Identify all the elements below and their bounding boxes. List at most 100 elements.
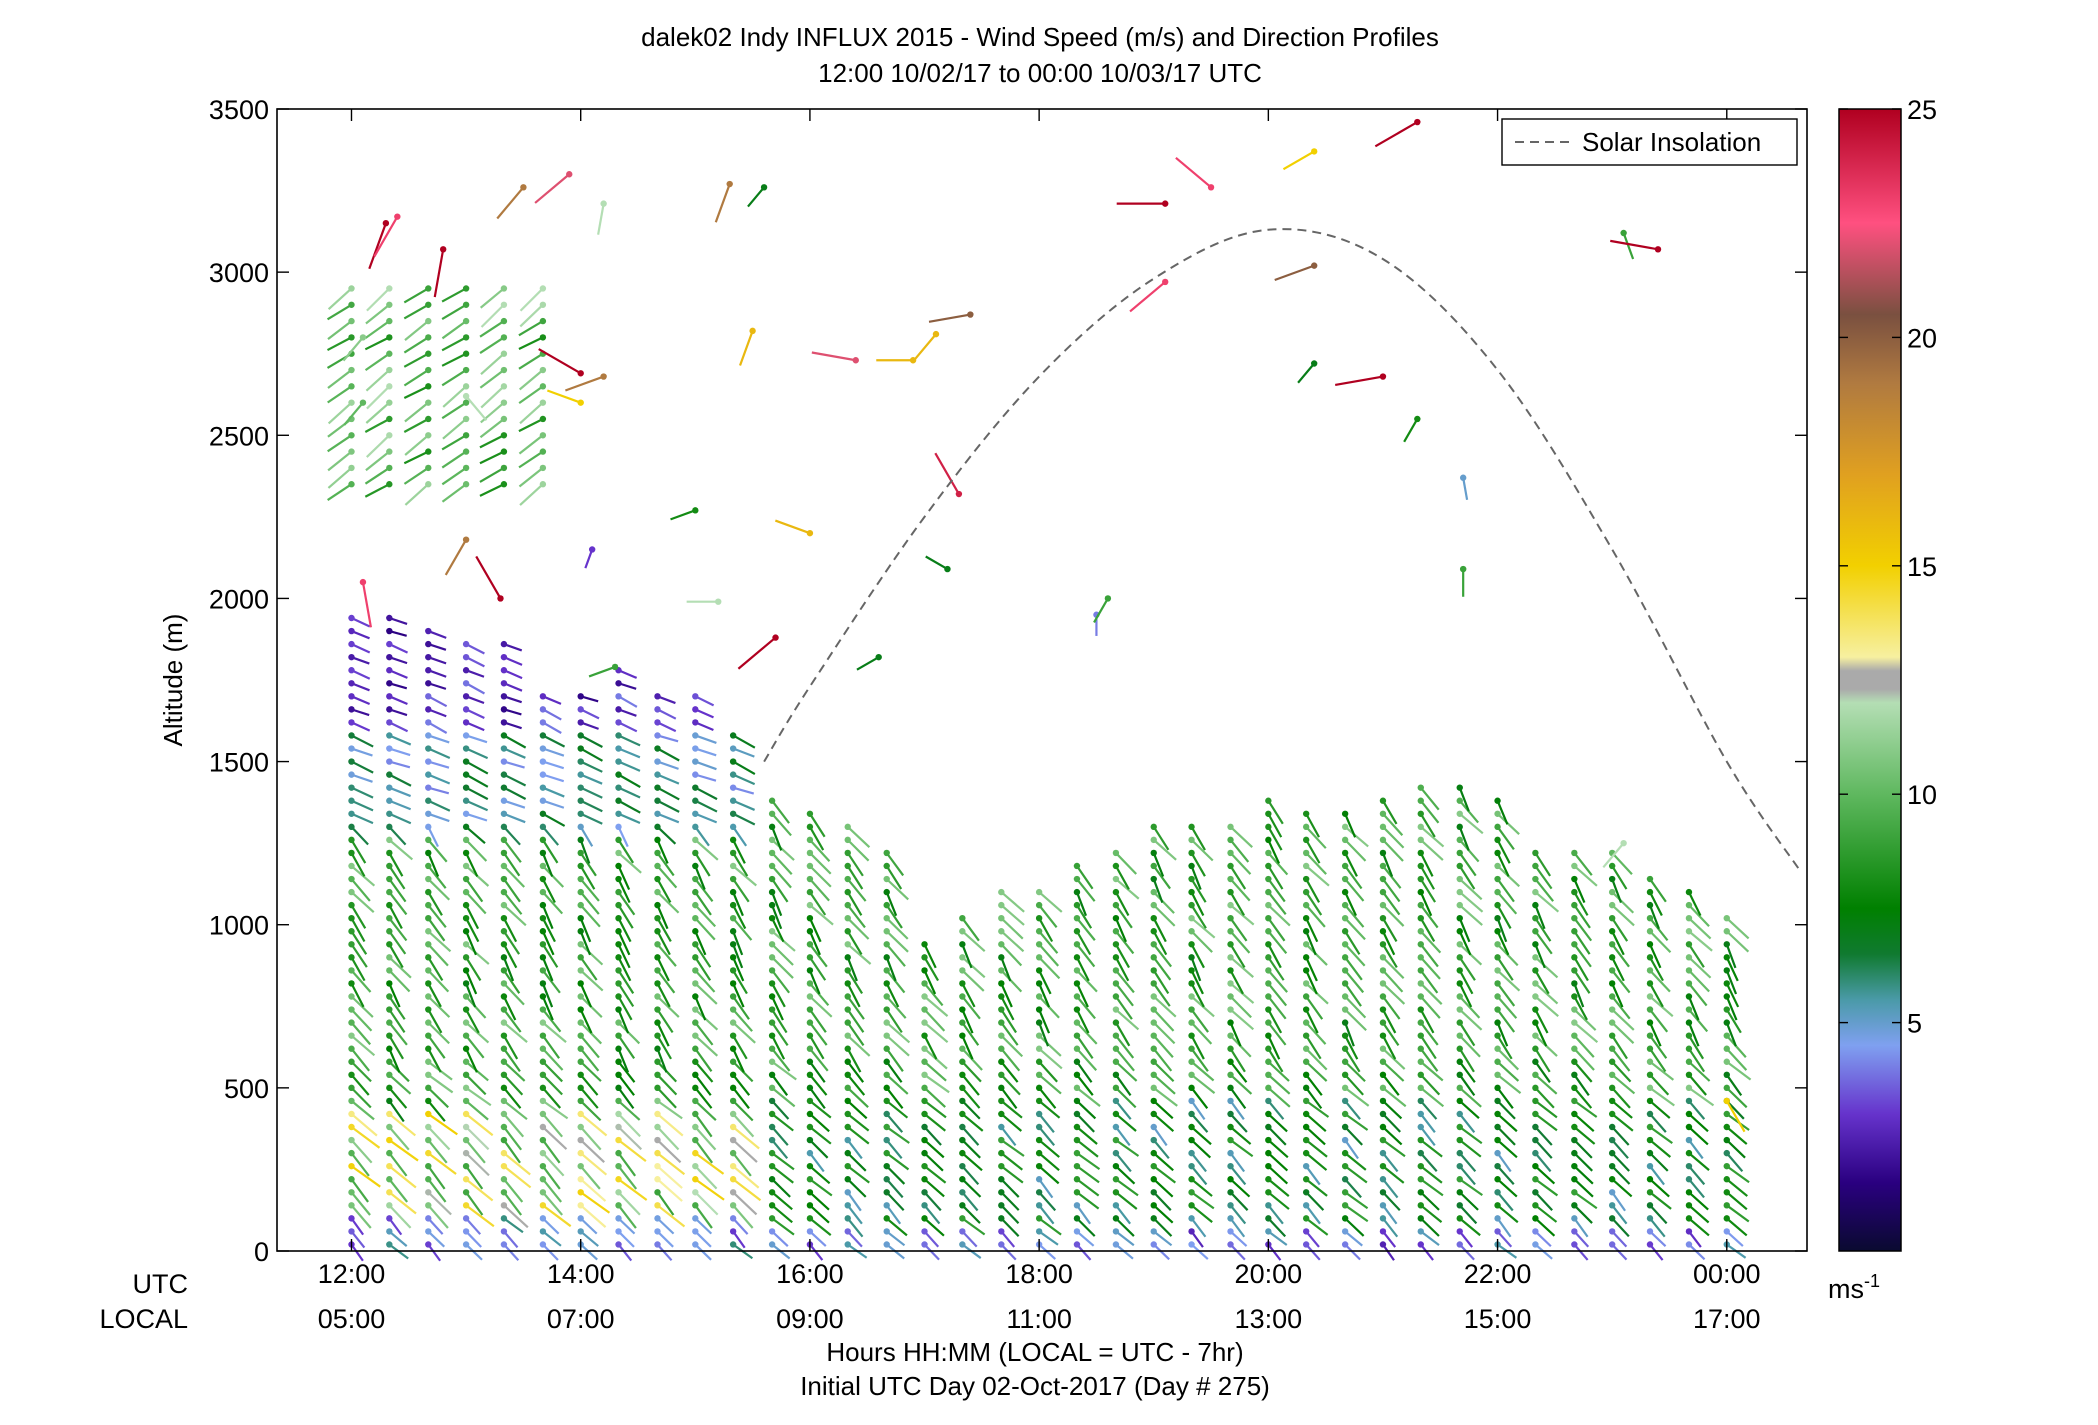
- wind-barb-dot: [921, 941, 928, 948]
- wind-barb-dot: [1341, 1136, 1349, 1144]
- wind-barb-dot: [692, 719, 699, 726]
- wind-barb-sparse: [475, 555, 502, 599]
- wind-barb-dot: [998, 1149, 1005, 1157]
- wind-barb: [1458, 969, 1474, 995]
- wind-barb: [1458, 1152, 1477, 1173]
- wind-barb: [657, 760, 679, 770]
- wind-barb-dot: [425, 901, 432, 909]
- wind-barb-upper-dot: [425, 464, 432, 472]
- wind-barb-dot: [577, 1071, 584, 1079]
- wind-barb-dot: [386, 980, 393, 987]
- wind-barb-dot: [539, 706, 547, 713]
- wind-barb: [809, 891, 827, 916]
- wind-barb-dot: [1532, 1202, 1539, 1209]
- wind-barb-dot: [1035, 1071, 1043, 1079]
- wind-barb: [579, 956, 598, 981]
- wind-barb-sparse-dot: [1414, 415, 1421, 423]
- wind-barb: [1382, 1152, 1399, 1173]
- wind-barb-dot: [539, 1123, 547, 1131]
- wind-barb: [1190, 1008, 1209, 1033]
- wind-barb-dot: [386, 1136, 393, 1144]
- x-tick-label-utc: 00:00: [1693, 1259, 1761, 1289]
- wind-barb: [503, 1178, 524, 1203]
- wind-barb: [1534, 917, 1552, 942]
- wind-barb-sparse-dot: [462, 536, 470, 543]
- wind-barb: [350, 1152, 370, 1177]
- wind-barb-dot: [1341, 1071, 1349, 1079]
- wind-barb-dot: [729, 967, 737, 974]
- wind-barb: [923, 956, 940, 982]
- wind-barb: [1534, 1009, 1549, 1034]
- wind-barb: [617, 1100, 641, 1121]
- wind-barb-sparse-dot: [588, 546, 596, 553]
- wind-barb: [542, 1113, 563, 1138]
- wind-barb-dot: [500, 1162, 508, 1170]
- wind-barb-upper-dot: [386, 301, 393, 308]
- wind-barb-dot: [1073, 1032, 1081, 1039]
- wind-barb: [580, 760, 603, 773]
- wind-barb: [1305, 1230, 1320, 1248]
- wind-barb-dot: [921, 1058, 928, 1065]
- wind-barb: [1649, 1243, 1664, 1261]
- wind-barb-dot: [654, 1006, 661, 1013]
- wind-barb-upper: [518, 434, 544, 455]
- wind-barb: [1611, 1178, 1633, 1198]
- wind-barb: [1649, 930, 1672, 953]
- wind-barb-dot: [1608, 1189, 1616, 1196]
- wind-barb: [1688, 1126, 1709, 1146]
- wind-barb-dot: [1494, 862, 1501, 870]
- wind-barb-dot: [500, 967, 508, 974]
- wind-barb-dot: [921, 993, 928, 1000]
- wind-barb-dot: [425, 849, 432, 857]
- wind-barb-upper: [480, 303, 505, 328]
- wind-barb-dot: [615, 797, 622, 804]
- wind-barb-dot: [462, 1202, 470, 1209]
- wind-barb-dot: [1112, 954, 1120, 961]
- wind-barb-dot: [539, 928, 547, 935]
- wind-barb: [1152, 1204, 1174, 1224]
- wind-barb-upper-dot: [539, 415, 547, 423]
- wind-barb-dot: [883, 914, 890, 922]
- wind-barb-sparse: [856, 656, 880, 671]
- wind-barb-upper-dot: [386, 285, 393, 292]
- wind-barb-dot: [654, 810, 661, 817]
- wind-barb-dot: [844, 1136, 851, 1144]
- wind-barb-dot: [1417, 849, 1424, 857]
- wind-barb-dot: [386, 1228, 393, 1235]
- wind-barb-dot: [844, 1110, 851, 1118]
- wind-barb-dot: [1150, 823, 1157, 831]
- wind-barb-dot: [425, 1110, 432, 1118]
- wind-barb-dot: [1417, 1032, 1424, 1039]
- wind-barb-dot: [577, 862, 584, 870]
- wind-barb-dot: [1456, 1032, 1463, 1039]
- wind-barb-dot: [1417, 836, 1424, 844]
- wind-barb-dot: [729, 745, 737, 752]
- wind-barb-dot: [386, 1202, 393, 1209]
- wind-barb-dot: [615, 875, 622, 883]
- wind-barb-dot: [1494, 993, 1501, 1000]
- wind-barb-dot: [386, 1241, 393, 1248]
- wind-barb-dot: [1150, 836, 1157, 844]
- wind-barb-dot: [1073, 1071, 1081, 1079]
- wind-barb: [1573, 1100, 1598, 1118]
- wind-barb-dot: [425, 719, 432, 726]
- wind-barb-dot: [654, 1123, 661, 1131]
- wind-barb-dot: [1494, 954, 1501, 961]
- wind-barb: [1496, 1217, 1512, 1238]
- wind-barb-dot: [348, 693, 355, 700]
- wind-barb-dot: [462, 640, 470, 648]
- wind-barb: [656, 878, 672, 903]
- wind-barb: [732, 852, 749, 877]
- wind-barb-dot: [1035, 941, 1043, 948]
- wind-barb-dot: [729, 732, 737, 739]
- wind-barb-dot: [462, 954, 470, 961]
- wind-barb: [503, 852, 521, 877]
- wind-barb: [923, 1073, 950, 1094]
- wind-barb-dot: [1456, 1136, 1463, 1144]
- wind-barb-dot: [425, 1228, 432, 1235]
- wind-barb-dot: [654, 1241, 661, 1248]
- wind-barb-dot: [462, 653, 470, 661]
- wind-barb-dot: [462, 784, 470, 791]
- wind-barb-dot: [425, 1241, 432, 1248]
